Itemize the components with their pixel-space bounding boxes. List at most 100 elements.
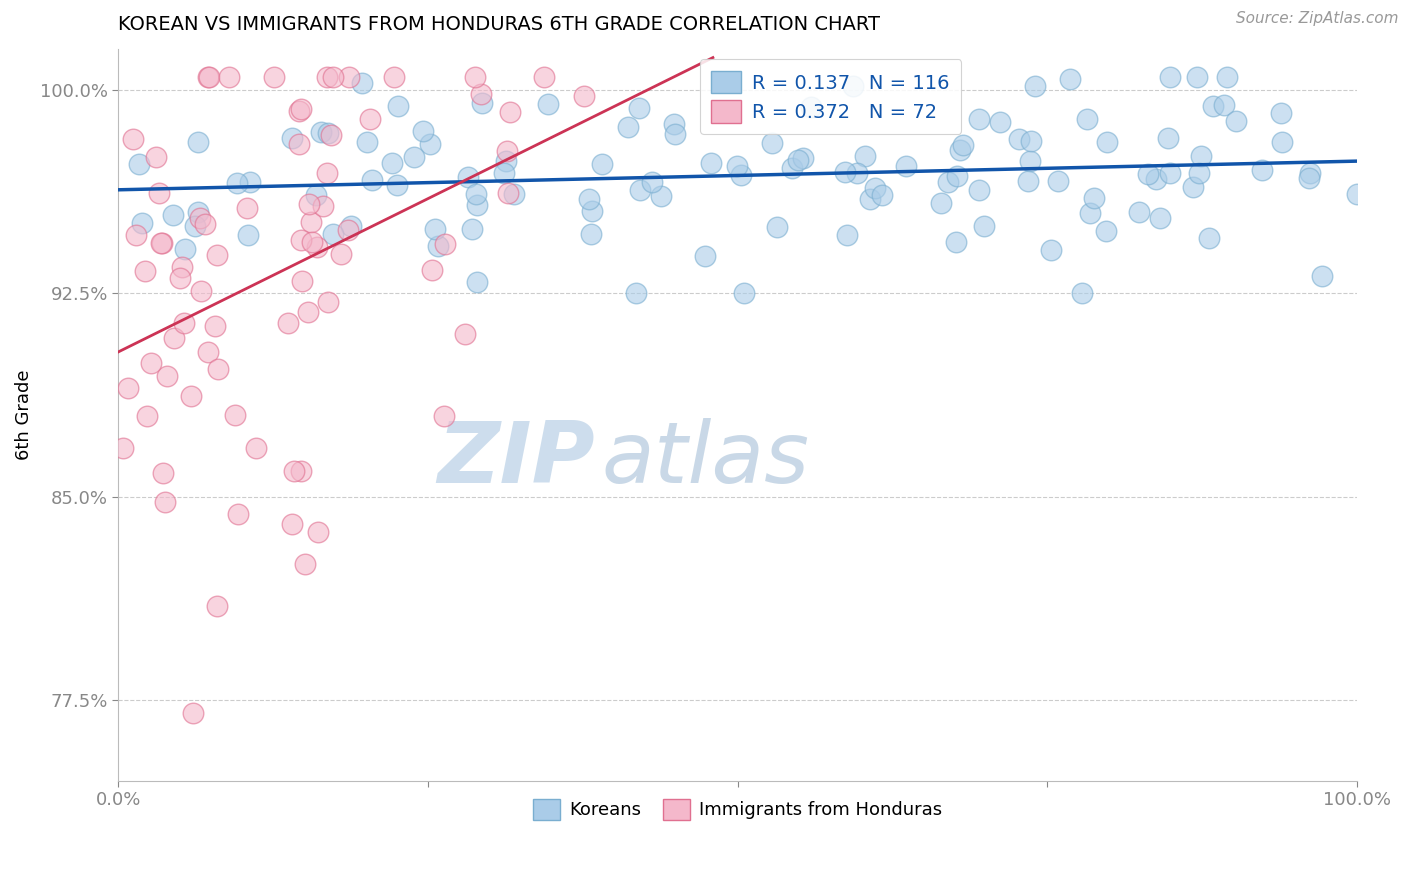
Point <box>218 70 240 84</box>
Point <box>1018 154 1040 169</box>
Point <box>650 189 672 203</box>
Point <box>834 165 856 179</box>
Point <box>800 100 823 114</box>
Point <box>988 115 1011 129</box>
Point <box>207 362 229 376</box>
Point <box>315 70 337 84</box>
Point <box>1144 171 1167 186</box>
Point <box>330 247 353 261</box>
Point <box>733 286 755 301</box>
Point <box>938 175 960 189</box>
Point <box>190 284 212 298</box>
Point <box>294 557 316 571</box>
Point <box>664 128 686 142</box>
Point <box>1039 244 1062 258</box>
Point <box>1181 180 1204 194</box>
Point <box>1298 166 1320 180</box>
Point <box>1189 148 1212 162</box>
Point <box>188 211 211 226</box>
Text: atlas: atlas <box>602 417 810 500</box>
Point <box>1128 205 1150 219</box>
Point <box>894 159 917 173</box>
Point <box>949 144 972 158</box>
Point <box>156 369 179 384</box>
Point <box>337 70 360 84</box>
Point <box>863 181 886 195</box>
Point <box>662 117 685 131</box>
Point <box>624 286 647 301</box>
Point <box>572 88 595 103</box>
Point <box>1159 70 1181 84</box>
Point <box>224 409 246 423</box>
Point <box>225 177 247 191</box>
Point <box>641 176 664 190</box>
Point <box>309 125 332 139</box>
Point <box>1188 166 1211 180</box>
Point <box>304 187 326 202</box>
Point <box>434 236 457 251</box>
Point <box>1024 78 1046 93</box>
Point <box>263 70 285 84</box>
Point <box>297 196 319 211</box>
Point <box>226 508 249 522</box>
Point <box>463 70 485 84</box>
Point <box>181 706 204 721</box>
Point <box>381 156 404 170</box>
Point <box>322 70 344 84</box>
Point <box>695 249 717 263</box>
Text: ZIP: ZIP <box>437 417 595 500</box>
Point <box>792 151 814 165</box>
Point <box>1095 135 1118 149</box>
Point <box>1198 231 1220 245</box>
Point <box>700 155 723 169</box>
Point <box>499 104 522 119</box>
Text: KOREAN VS IMMIGRANTS FROM HONDURAS 6TH GRADE CORRELATION CHART: KOREAN VS IMMIGRANTS FROM HONDURAS 6TH G… <box>118 15 880 34</box>
Point <box>145 150 167 164</box>
Point <box>1017 174 1039 188</box>
Point <box>967 112 990 127</box>
Point <box>578 192 600 206</box>
Point <box>1083 191 1105 205</box>
Point <box>835 227 858 242</box>
Point <box>412 124 434 138</box>
Point <box>1095 224 1118 238</box>
Point <box>495 153 517 168</box>
Point <box>533 70 555 84</box>
Point <box>316 294 339 309</box>
Point <box>173 243 195 257</box>
Point <box>152 466 174 480</box>
Point <box>420 262 443 277</box>
Point <box>1212 98 1234 112</box>
Point <box>290 233 312 247</box>
Point <box>628 183 651 197</box>
Point <box>787 153 810 168</box>
Point <box>187 135 209 149</box>
Point <box>187 205 209 219</box>
Point <box>198 70 221 84</box>
Point <box>496 145 519 159</box>
Point <box>382 70 405 84</box>
Point <box>337 223 360 237</box>
Point <box>245 442 267 456</box>
Point <box>853 148 876 162</box>
Point <box>301 235 323 249</box>
Point <box>128 157 150 171</box>
Point <box>290 464 312 478</box>
Point <box>290 102 312 116</box>
Point <box>283 464 305 478</box>
Point <box>387 98 409 112</box>
Point <box>361 173 384 187</box>
Point <box>581 203 603 218</box>
Point <box>150 235 173 250</box>
Point <box>730 168 752 182</box>
Point <box>281 516 304 531</box>
Point <box>194 217 217 231</box>
Point <box>1216 70 1239 84</box>
Point <box>579 227 602 241</box>
Point <box>433 409 456 424</box>
Point <box>197 70 219 84</box>
Point <box>139 356 162 370</box>
Point <box>1059 72 1081 87</box>
Point <box>322 227 344 242</box>
Point <box>627 101 650 115</box>
